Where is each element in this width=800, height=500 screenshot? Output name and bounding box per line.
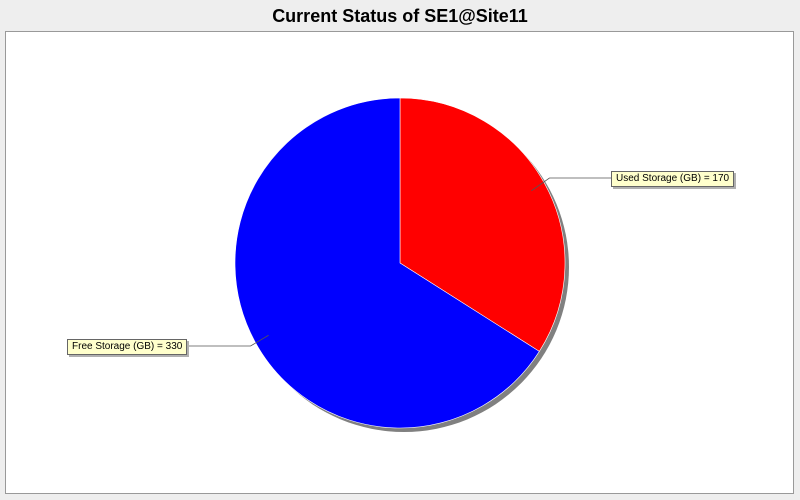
chart-title: Current Status of SE1@Site11 (272, 6, 528, 26)
pie-slice-used-storage (399, 97, 566, 352)
slice-label-used: Used Storage (GB) = 170 (611, 171, 735, 187)
leader-line-free-storage (187, 334, 269, 347)
leader-line-used-storage (531, 177, 611, 192)
pie-slice-free-storage (234, 97, 540, 429)
slice-label-free: Free Storage (GB) = 330 (67, 339, 188, 355)
